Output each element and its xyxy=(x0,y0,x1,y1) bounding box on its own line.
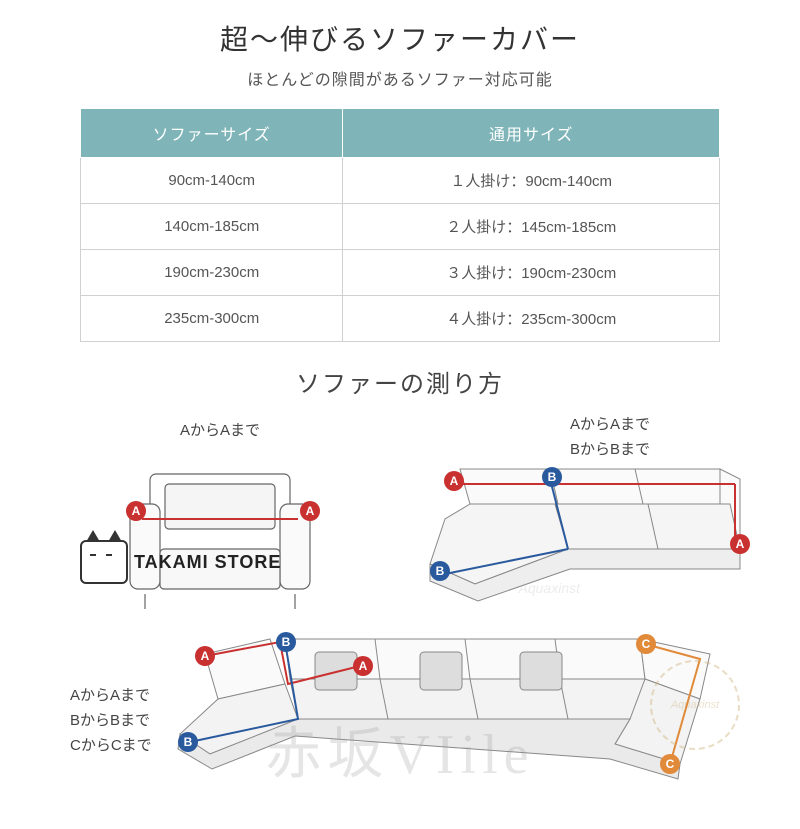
sofa3-block: AからAまで BからBまで CからCまで xyxy=(70,624,750,829)
cell: 90cm-140cm xyxy=(81,158,343,204)
subtitle: ほとんどの隙間があるソファー対応可能 xyxy=(0,66,800,90)
col1-header: ソファーサイズ xyxy=(81,109,343,158)
table-header-row: ソファーサイズ 通用サイズ xyxy=(81,109,720,158)
marker-c-icon: C xyxy=(660,754,680,774)
sofa3-label-b: BからBまで xyxy=(70,709,152,730)
cell: 235cm-300cm xyxy=(81,296,343,342)
cell: １人掛け：90cm-140cm xyxy=(343,158,720,204)
sofa3-sketch-icon xyxy=(70,624,750,824)
table-row: 90cm-140cm １人掛け：90cm-140cm xyxy=(81,158,720,204)
marker-c-icon: C xyxy=(636,634,656,654)
badge-text: Aquaxinst xyxy=(671,699,719,711)
marker-a-icon: A xyxy=(300,501,320,521)
cell: ２人掛け：145cm-185cm xyxy=(343,204,720,250)
cell: ３人掛け：190cm-230cm xyxy=(343,250,720,296)
measure-title: ソファーの測り方 xyxy=(0,364,800,399)
diagram-area: AからAまで A A AからAまで BからBまで xyxy=(0,409,800,819)
marker-b-icon: B xyxy=(542,467,562,487)
table-row: 235cm-300cm ４人掛け：235cm-300cm xyxy=(81,296,720,342)
cell: 190cm-230cm xyxy=(81,250,343,296)
cat-icon xyxy=(80,540,128,584)
store-name: TAKAMI STORE xyxy=(134,552,281,573)
marker-a-icon: A xyxy=(195,646,215,666)
watermark-badge-icon: Aquaxinst xyxy=(650,660,740,750)
table-row: 190cm-230cm ３人掛け：190cm-230cm xyxy=(81,250,720,296)
sofa2-block: AからAまで BからBまで xyxy=(400,419,750,644)
marker-a-icon: A xyxy=(126,501,146,521)
main-title: 超～伸びるソファーカバー xyxy=(0,0,800,58)
marker-b-icon: B xyxy=(430,561,450,581)
cell: ４人掛け：235cm-300cm xyxy=(343,296,720,342)
sofa1-block: AからAまで A A xyxy=(120,419,320,619)
sofa3-label-a: AからAまで xyxy=(70,684,152,705)
sofa1-sketch-icon xyxy=(120,444,320,614)
marker-a-icon: A xyxy=(353,656,373,676)
marker-a-icon: A xyxy=(444,471,464,491)
marker-b-icon: B xyxy=(276,632,296,652)
sofa1-label: AからAまで xyxy=(120,419,320,440)
marker-b-icon: B xyxy=(178,732,198,752)
watermark-mid-icon: Aquaxinst xyxy=(519,580,580,596)
col2-header: 通用サイズ xyxy=(343,109,720,158)
store-watermark-icon: TAKAMI STORE xyxy=(80,540,281,584)
sofa2-label-b: BからBまで xyxy=(570,438,650,459)
sofa2-label-a: AからAまで xyxy=(570,413,650,434)
table-row: 140cm-185cm ２人掛け：145cm-185cm xyxy=(81,204,720,250)
marker-a-icon: A xyxy=(730,534,750,554)
cell: 140cm-185cm xyxy=(81,204,343,250)
size-table: ソファーサイズ 通用サイズ 90cm-140cm １人掛け：90cm-140cm… xyxy=(80,108,720,342)
sofa3-label-c: CからCまで xyxy=(70,734,152,755)
